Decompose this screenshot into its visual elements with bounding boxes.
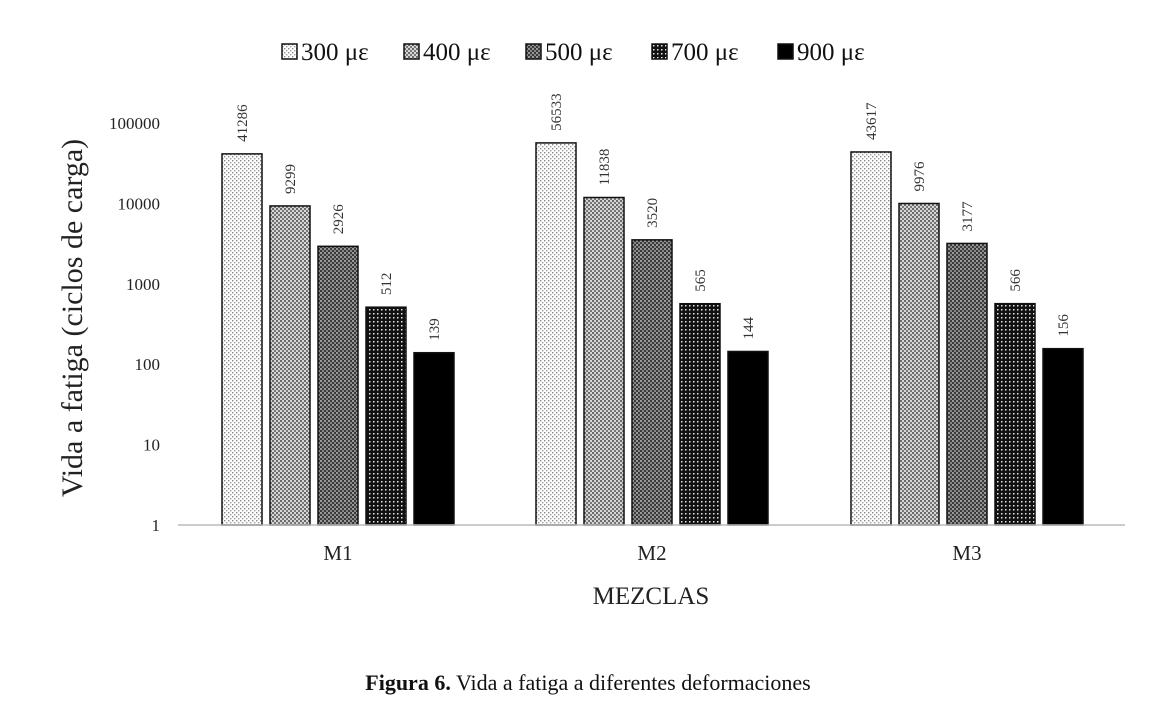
data-label: 9299 <box>283 164 299 194</box>
figure-caption: Figura 6. Vida a fatiga a diferentes def… <box>0 670 1176 696</box>
bar-m3-series-4 <box>994 302 1036 526</box>
y-tick-label: 100000 <box>109 114 160 133</box>
data-label: 2926 <box>331 204 347 235</box>
data-label: 3520 <box>645 198 661 228</box>
bar-m1-series-4 <box>365 306 407 526</box>
data-label: 56533 <box>549 93 565 131</box>
legend-swatch <box>403 43 420 60</box>
x-category-label: M3 <box>952 541 981 565</box>
data-label: 11838 <box>597 149 613 186</box>
legend-label: 400 με <box>423 39 491 66</box>
bar-m3-series-1 <box>850 151 892 526</box>
y-tick-label: 10 <box>143 436 160 455</box>
x-category-label: M2 <box>637 541 666 565</box>
x-category-label: M1 <box>323 541 352 565</box>
caption-label: Figura 6. <box>365 670 451 695</box>
bar-m3-series-5 <box>1042 347 1084 526</box>
y-tick-label: 10000 <box>118 194 161 213</box>
bar-m3-series-2 <box>898 202 940 526</box>
data-label: 41286 <box>235 104 251 142</box>
legend-swatch <box>777 43 794 60</box>
data-label: 3177 <box>960 201 976 232</box>
data-label: 9976 <box>912 161 928 192</box>
bar-m2-series-3 <box>631 239 673 526</box>
legend-swatch <box>525 43 542 60</box>
y-tick-label: 1000 <box>126 275 160 294</box>
bar-m1-series-1 <box>221 153 263 526</box>
bar-m1-series-5 <box>413 351 455 526</box>
caption-text: Vida a fatiga a diferentes deformaciones <box>455 670 811 695</box>
legend-label: 700 με <box>671 39 739 66</box>
data-label: 512 <box>379 273 395 296</box>
data-label: 566 <box>1008 269 1024 292</box>
bar-m2-series-5 <box>727 350 769 526</box>
bar-m3-series-3 <box>946 242 988 526</box>
data-label: 156 <box>1056 314 1072 337</box>
bar-m1-series-3 <box>317 245 359 526</box>
bars <box>221 142 1084 526</box>
data-labels: 41286 9299 2926 512 139 56533 11838 3520 565 144 4… <box>235 93 1072 340</box>
data-label: 139 <box>427 318 443 341</box>
x-axis-categories: M1 M2 M3 <box>323 541 981 565</box>
legend-swatch <box>281 43 298 60</box>
bar-m2-series-1 <box>535 142 577 526</box>
legend-label: 300 με <box>301 39 369 66</box>
bar-m1-series-2 <box>269 205 311 526</box>
y-axis-ticks: 1 10 100 1000 10000 100000 <box>109 114 160 535</box>
legend-label: 500 με <box>545 39 613 66</box>
y-tick-label: 100 <box>135 355 161 374</box>
y-axis-title: Vida a fatiga (ciclos de carga) <box>56 139 89 497</box>
x-axis-title: MEZCLAS <box>593 583 710 610</box>
data-label: 144 <box>741 316 757 339</box>
y-tick-label: 1 <box>152 516 161 535</box>
legend-swatch <box>651 43 668 60</box>
data-label: 565 <box>693 269 709 292</box>
bar-m2-series-2 <box>583 196 625 526</box>
data-label: 43617 <box>864 102 880 140</box>
legend-label: 900 με <box>797 39 865 66</box>
legend: 300 με 400 με 500 με 700 με 900 με <box>281 39 865 66</box>
bar-m2-series-4 <box>679 302 721 526</box>
